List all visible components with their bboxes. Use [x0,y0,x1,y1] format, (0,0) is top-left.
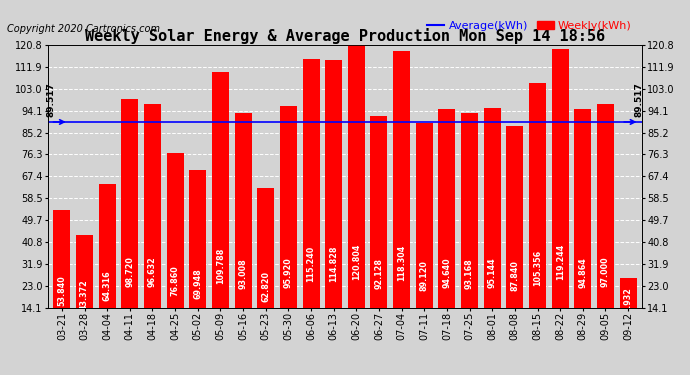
Bar [552,49,569,342]
Text: 64.316: 64.316 [103,271,112,301]
Bar [438,110,455,342]
Text: 97.000: 97.000 [601,256,610,287]
Text: 105.356: 105.356 [533,250,542,286]
Text: 115.240: 115.240 [306,246,315,282]
Text: 94.864: 94.864 [578,257,587,288]
Bar [393,51,410,342]
Bar [212,72,229,342]
Bar [325,60,342,342]
Bar [189,170,206,342]
Text: 119.244: 119.244 [555,244,564,280]
Text: 89.517: 89.517 [46,82,55,117]
Text: 62.820: 62.820 [262,271,270,302]
Text: Copyright 2020 Cartronics.com: Copyright 2020 Cartronics.com [7,24,160,34]
Text: 87.840: 87.840 [511,260,520,291]
Bar [302,58,319,342]
Bar [416,123,433,342]
Text: 69.948: 69.948 [193,268,202,299]
Text: 43.372: 43.372 [80,279,89,310]
Text: 96.632: 96.632 [148,256,157,287]
Text: 53.840: 53.840 [57,275,66,306]
Bar [348,45,365,342]
Bar [506,126,523,342]
Text: 93.008: 93.008 [239,258,248,289]
Bar [620,278,637,342]
Text: 98.720: 98.720 [126,256,135,286]
Bar [144,105,161,342]
Text: 95.920: 95.920 [284,257,293,288]
Bar [235,113,252,342]
Text: 76.860: 76.860 [170,265,179,296]
Bar [574,109,591,342]
Text: 94.640: 94.640 [442,258,451,288]
Text: 93.168: 93.168 [465,258,474,289]
Title: Weekly Solar Energy & Average Production Mon Sep 14 18:56: Weekly Solar Energy & Average Production… [85,28,605,44]
Text: 25.932: 25.932 [624,287,633,318]
Bar [371,116,388,342]
Text: 89.517: 89.517 [635,82,644,117]
Bar [484,108,501,342]
Legend: Average(kWh), Weekly(kWh): Average(kWh), Weekly(kWh) [423,16,636,35]
Text: 118.304: 118.304 [397,244,406,281]
Bar [167,153,184,342]
Bar [280,106,297,342]
Bar [257,188,274,342]
Text: 95.144: 95.144 [488,257,497,288]
Bar [76,236,93,342]
Bar [99,184,116,342]
Text: 120.804: 120.804 [352,243,361,280]
Text: 114.828: 114.828 [329,246,338,282]
Bar [529,83,546,342]
Text: 92.128: 92.128 [375,258,384,290]
Bar [121,99,138,342]
Bar [53,210,70,342]
Text: 109.788: 109.788 [216,248,225,285]
Bar [461,113,478,342]
Text: 89.120: 89.120 [420,260,428,291]
Bar [597,104,614,342]
